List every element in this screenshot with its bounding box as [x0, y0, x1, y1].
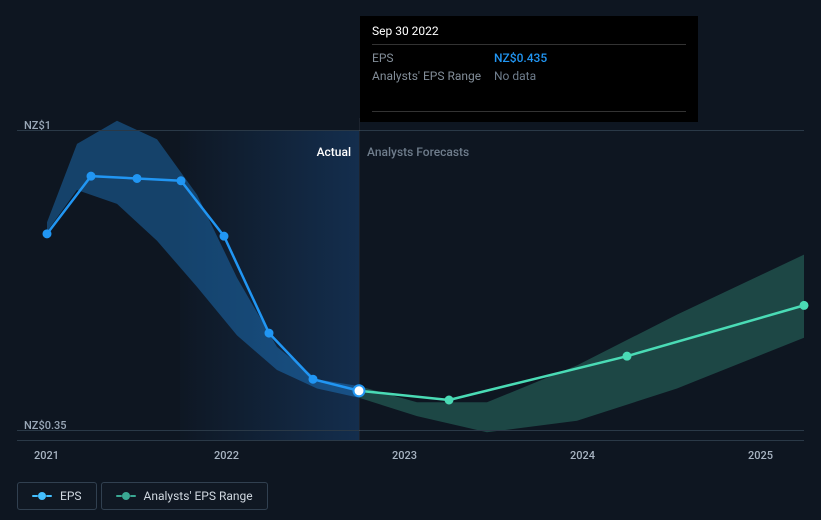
legend-label: Analysts' EPS Range — [144, 489, 253, 503]
legend: EPS Analysts' EPS Range — [17, 482, 268, 510]
tooltip-row-eps: EPS NZ$0.435 — [372, 49, 686, 67]
tooltip-label: Analysts' EPS Range — [372, 67, 486, 85]
y-label-top: NZ$1 — [24, 119, 51, 132]
region-label-forecast: Analysts Forecasts — [367, 145, 469, 159]
tooltip-label: EPS — [372, 49, 486, 67]
tooltip-value: NZ$0.435 — [494, 49, 547, 67]
swatch-icon — [32, 492, 52, 500]
tooltip-row-range: Analysts' EPS Range No data — [372, 67, 686, 85]
x-tick-2025: 2025 — [748, 449, 773, 462]
x-tick-2021: 2021 — [34, 449, 59, 462]
tooltip-divider — [372, 111, 686, 112]
gridline-top — [17, 130, 804, 131]
x-baseline — [17, 440, 804, 441]
legend-item-eps[interactable]: EPS — [17, 482, 97, 510]
region-label-actual: Actual — [317, 145, 351, 159]
chart-tooltip: Sep 30 2022 EPS NZ$0.435 Analysts' EPS R… — [360, 16, 698, 122]
x-tick-2024: 2024 — [570, 449, 595, 462]
legend-label: EPS — [60, 489, 82, 503]
x-tick-2022: 2022 — [214, 449, 239, 462]
x-tick-2023: 2023 — [392, 449, 417, 462]
tooltip-date: Sep 30 2022 — [372, 24, 686, 45]
gridline-bottom — [17, 430, 804, 431]
swatch-icon — [116, 492, 136, 500]
tooltip-value: No data — [494, 67, 536, 85]
actual-forecast-divider — [359, 118, 360, 440]
y-label-bottom: NZ$0.35 — [24, 419, 67, 432]
legend-item-range[interactable]: Analysts' EPS Range — [101, 482, 268, 510]
